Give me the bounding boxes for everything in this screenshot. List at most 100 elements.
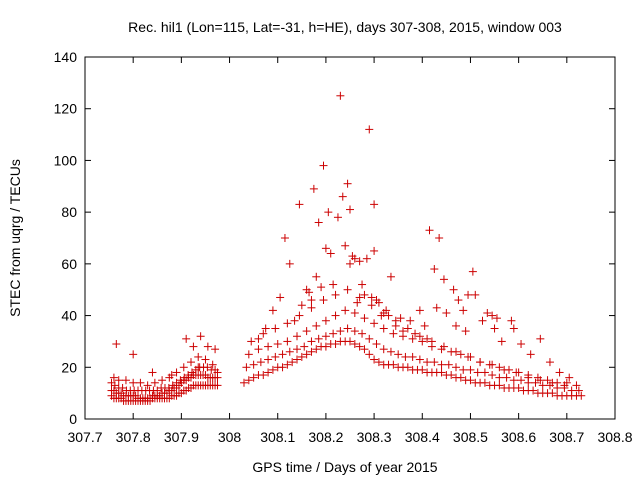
data-point [439,275,448,284]
x-tick-label: 308.1 [260,429,295,445]
data-point [379,345,388,354]
data-point [203,342,212,351]
data-point [302,327,311,336]
x-tick-label: 307.8 [116,429,151,445]
data-point [321,332,330,341]
data-point [129,350,138,359]
data-point [444,360,453,369]
data-point [307,303,316,312]
data-point [341,241,350,250]
data-point [370,200,379,209]
data-point [459,365,468,374]
x-tick-label: 308.4 [405,429,440,445]
data-point [244,350,253,359]
data-point [411,329,420,338]
data-point [355,293,364,302]
data-point [194,352,203,361]
data-point [136,378,145,387]
data-point [382,306,391,315]
data-point [264,368,273,377]
data-point [295,311,304,320]
data-point [500,365,509,374]
x-axis: 307.7 307.8 307.9 308 308.1 308.2 308.3 308.4 30… [67,57,633,445]
data-point [300,342,309,351]
data-point [249,373,258,382]
data-point [249,360,258,369]
data-point [418,365,427,374]
data-point [396,314,405,323]
data-point [464,352,473,361]
data-point [121,376,130,385]
data-point [333,213,342,222]
data-point [285,259,294,268]
data-point [268,365,277,374]
data-point [394,350,403,359]
data-point [538,381,547,390]
data-point [372,340,381,349]
data-point [531,378,540,387]
data-point [150,378,159,387]
data-point [283,319,292,328]
data-point [187,358,195,367]
y-tick-label: 120 [54,101,78,117]
data-point [488,371,497,380]
data-point [319,161,328,170]
y-tick-label: 0 [69,411,77,427]
data-point [483,308,492,317]
data-point [403,324,412,333]
x-tick-label: 307.7 [67,429,102,445]
data-point [386,347,395,356]
data-point [548,378,557,387]
data-point [317,283,326,292]
data-point [464,290,473,299]
x-tick-label: 307.9 [164,429,199,445]
data-point [285,347,294,356]
x-tick-label: 308.8 [597,429,632,445]
data-point [314,334,323,343]
data-point [415,332,424,341]
data-point [302,350,311,359]
data-point [143,381,152,390]
data-point [365,350,374,359]
data-point [408,334,417,343]
data-point [408,352,417,361]
data-point [112,340,121,349]
x-axis-title: GPS time / Days of year 2015 [252,459,437,475]
data-point [362,254,371,263]
data-point [321,244,330,253]
data-point [329,329,338,338]
data-point [572,381,581,390]
data-point [276,293,285,302]
data-point [346,259,354,268]
y-tick-label: 40 [61,308,77,324]
data-point [473,368,482,377]
data-point [365,125,374,134]
data-point [427,337,436,346]
data-point [261,324,270,333]
data-point [321,316,330,325]
data-point [456,350,465,359]
data-point [370,246,379,255]
data-point [309,184,318,193]
data-point [213,368,222,377]
data-point [278,363,287,372]
data-point [109,373,118,382]
data-point [403,363,412,372]
data-point [495,363,504,372]
data-point [406,316,415,325]
data-point [213,381,222,390]
data-point [543,376,552,385]
data-point [430,265,439,274]
data-point [148,368,157,377]
data-point [297,352,306,361]
data-point [367,293,376,302]
data-point [312,321,321,330]
data-point [201,355,210,364]
data-point [290,316,299,325]
data-point [488,311,497,320]
data-point [517,340,526,349]
data-point [370,319,379,328]
data-point [526,350,535,359]
data-point [343,324,352,333]
